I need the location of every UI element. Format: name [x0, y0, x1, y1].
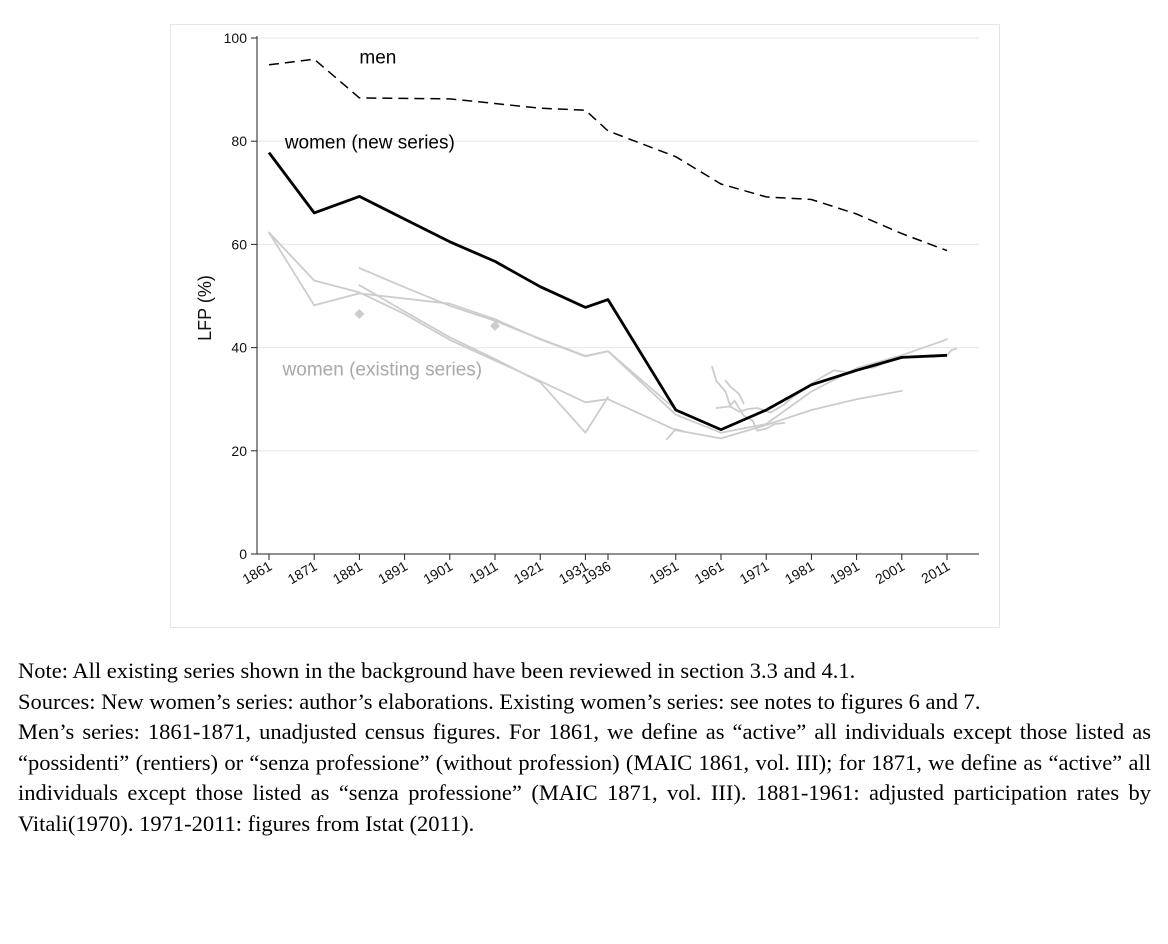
existing-series-line-3	[358, 267, 677, 411]
note-text: Note: All existing series shown in the b…	[18, 658, 856, 683]
existing-series-line-4	[358, 284, 609, 434]
x-tick-label: 1901	[420, 558, 455, 588]
existing-series-marker-2	[490, 320, 500, 331]
men-label: men	[359, 47, 396, 68]
y-tick-label: 0	[239, 546, 247, 562]
women-new-series-label: women (new series)	[284, 132, 455, 153]
existing-series-line-5	[665, 428, 686, 441]
x-tick-label: 1981	[782, 558, 817, 588]
y-tick-label: 100	[224, 30, 248, 46]
figure-notes: Note: All existing series shown in the b…	[18, 656, 1151, 839]
x-tick-label: 1911	[466, 558, 500, 587]
y-tick-label: 80	[231, 133, 247, 149]
existing-series-marker-1	[354, 309, 365, 320]
y-axis-title: LFP (%)	[195, 275, 215, 341]
lfp-line-chart: 0 20 40 60 80 100 1861 1871 1881 1891 1901 1911 1921…	[195, 30, 979, 588]
women-existing-series-label: women (existing series)	[282, 359, 483, 380]
x-tick-label: 1881	[330, 558, 365, 588]
existing-series-line-7	[715, 347, 957, 414]
x-tick-label: 1951	[646, 558, 681, 588]
x-tick-label: 1871	[285, 558, 320, 588]
x-tick-label: 2001	[872, 558, 907, 588]
x-tick-label: 1971	[737, 558, 772, 588]
women-new-series-line	[267, 151, 948, 432]
x-tick-label: 2011	[918, 558, 952, 587]
sources-text: Sources: New women’s series: author’s el…	[18, 688, 981, 714]
x-tick-label: 1921	[511, 558, 546, 588]
existing-series-line-2	[268, 231, 903, 440]
y-tick-label: 40	[231, 340, 247, 356]
chart-frame: 0 20 40 60 80 100 1861 1871 1881 1891 1901 1911 1921…	[170, 24, 1000, 628]
y-tick-label: 20	[231, 443, 247, 459]
x-tick-label: 1861	[240, 558, 275, 588]
x-tick-label: 1891	[375, 558, 410, 588]
existing-series-line-6	[711, 365, 786, 432]
x-tick-label: 1991	[827, 558, 862, 588]
mens-series-text: Men’s series: 1861-1871, unadjusted cens…	[18, 719, 1151, 836]
men-series-line	[268, 58, 948, 252]
existing-series-line-8	[724, 379, 745, 405]
y-tick-label: 60	[231, 236, 247, 252]
x-tick-label: 1961	[692, 558, 727, 588]
